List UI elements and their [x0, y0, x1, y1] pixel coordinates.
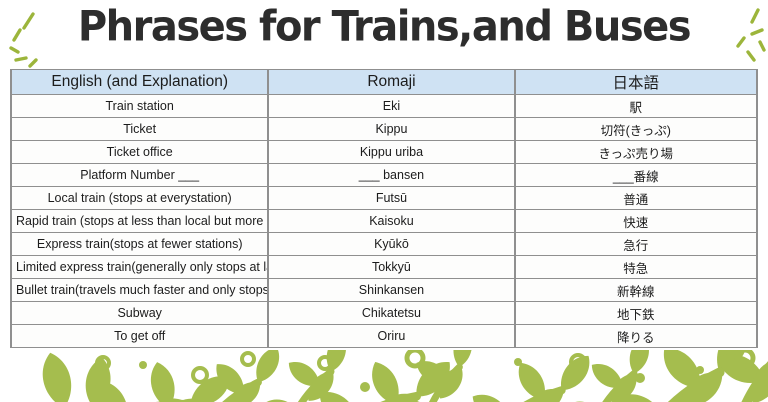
cell-romaji: Chikatetsu [267, 301, 516, 325]
sparkle-burst-icon [9, 12, 38, 68]
table-row: Subway Chikatetsu 地下鉄 [9, 301, 759, 325]
cell-japanese: 降りる [513, 324, 759, 348]
cell-english: Platform Number ___ [9, 163, 270, 187]
leaf-branch-decoration [37, 350, 768, 402]
header-japanese: 日本語 [513, 69, 759, 95]
cell-romaji: Eki [267, 94, 516, 118]
table-row: Platform Number ___ ___ bansen ___番線 [9, 163, 759, 187]
table-row: Ticket office Kippu uriba きっぷ売り場 [9, 140, 759, 164]
cell-japanese: きっぷ売り場 [513, 140, 759, 164]
cell-english: Subway [9, 301, 270, 325]
cell-english: To get off [9, 324, 270, 348]
table-row: Local train (stops at everystation) Futs… [9, 186, 759, 210]
cell-japanese: 快速 [513, 209, 759, 233]
cell-romaji: Kippu uriba [267, 140, 516, 164]
cell-romaji: Kippu [267, 117, 516, 141]
cell-english: Rapid train (stops at less than local bu… [9, 209, 270, 233]
table-row: Express train(stops at fewer stations) K… [9, 232, 759, 256]
cell-japanese: 駅 [513, 94, 759, 118]
cell-english: Limited express train(generally only sto… [9, 255, 270, 279]
cell-romaji: Futsū [267, 186, 516, 210]
cell-japanese: 普通 [513, 186, 759, 210]
table-row: Rapid train (stops at less than local bu… [9, 209, 759, 233]
cell-english: Local train (stops at everystation) [9, 186, 270, 210]
cell-japanese: ___番線 [513, 163, 759, 187]
header-row: English (and Explanation) Romaji 日本語 [9, 69, 759, 95]
cell-english: Express train(stops at fewer stations) [9, 232, 270, 256]
cell-japanese: 急行 [513, 232, 759, 256]
cell-japanese: 新幹線 [513, 278, 759, 302]
table-row: To get off Oriru 降りる [9, 324, 759, 348]
cell-romaji: Kaisoku [267, 209, 516, 233]
table-row: Bullet train(travels much faster and onl… [9, 278, 759, 302]
sparkle-burst-icon [736, 8, 766, 62]
header-romaji: Romaji [267, 69, 516, 95]
cell-romaji: Shinkansen [267, 278, 516, 302]
cell-romaji: Tokkyū [267, 255, 516, 279]
header-english: English (and Explanation) [9, 69, 270, 95]
cell-english: Bullet train(travels much faster and onl… [9, 278, 270, 302]
phrase-table: English (and Explanation) Romaji 日本語 Tra… [9, 69, 759, 348]
cell-japanese: 特急 [513, 255, 759, 279]
cell-english: Train station [9, 94, 270, 118]
cell-japanese: 地下鉄 [513, 301, 759, 325]
page-title: Phrases for Trains,and Buses [77, 3, 692, 51]
cell-english: Ticket office [9, 140, 270, 164]
cell-romaji: Oriru [267, 324, 516, 348]
table-row: Limited express train(generally only sto… [9, 255, 759, 279]
cell-romaji: Kyūkō [267, 232, 516, 256]
table-row: Train station Eki 駅 [9, 94, 759, 118]
cell-japanese: 切符(きっぷ) [513, 117, 759, 141]
cell-english: Ticket [9, 117, 270, 141]
cell-romaji: ___ bansen [267, 163, 516, 187]
table-row: Ticket Kippu 切符(きっぷ) [9, 117, 759, 141]
